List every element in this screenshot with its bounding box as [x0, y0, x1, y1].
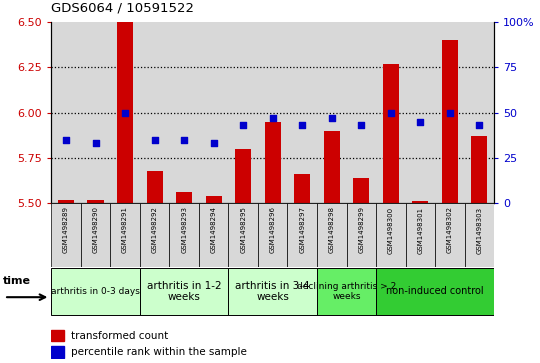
Bar [406, 203, 435, 267]
Bar [294, 174, 310, 203]
Bar [140, 203, 170, 267]
Text: time: time [3, 276, 31, 286]
Point [180, 137, 188, 143]
Bar [140, 268, 228, 315]
Text: GSM1498293: GSM1498293 [181, 207, 187, 253]
Bar [442, 40, 458, 203]
Bar [199, 22, 228, 203]
Point [121, 110, 130, 115]
Text: GSM1498299: GSM1498299 [358, 207, 365, 253]
Point [91, 140, 100, 146]
Point [298, 122, 307, 128]
Point [62, 137, 70, 143]
Bar [140, 22, 170, 203]
Text: GSM1498302: GSM1498302 [447, 207, 453, 253]
Point [446, 110, 454, 115]
Bar [81, 22, 110, 203]
Bar [376, 268, 494, 315]
Bar [110, 22, 140, 203]
Point [239, 122, 247, 128]
Text: GSM1498303: GSM1498303 [476, 207, 482, 254]
Text: GSM1498290: GSM1498290 [92, 207, 99, 253]
Text: GSM1498300: GSM1498300 [388, 207, 394, 254]
Bar [199, 203, 228, 267]
Bar [51, 22, 81, 203]
Bar [170, 22, 199, 203]
Text: GSM1498301: GSM1498301 [417, 207, 423, 254]
Bar [406, 22, 435, 203]
Text: GSM1498292: GSM1498292 [152, 207, 158, 253]
Point [268, 115, 277, 121]
Point [387, 110, 395, 115]
Bar [265, 122, 281, 203]
Bar [383, 64, 399, 203]
Bar [176, 192, 192, 203]
Bar [471, 136, 488, 203]
Bar [412, 201, 428, 203]
Bar [317, 203, 347, 267]
Bar [51, 330, 64, 341]
Bar [117, 0, 133, 203]
Bar [110, 203, 140, 267]
Bar [228, 268, 317, 315]
Bar [81, 203, 110, 267]
Bar [317, 22, 347, 203]
Bar [228, 22, 258, 203]
Bar [51, 346, 64, 358]
Point [327, 115, 336, 121]
Bar [87, 200, 104, 203]
Text: GDS6064 / 10591522: GDS6064 / 10591522 [51, 1, 194, 15]
Bar [317, 268, 376, 315]
Text: declining arthritis > 2
weeks: declining arthritis > 2 weeks [297, 282, 396, 301]
Bar [435, 203, 464, 267]
Bar [235, 149, 251, 203]
Bar [258, 22, 287, 203]
Bar [287, 203, 317, 267]
Bar [464, 22, 494, 203]
Bar [376, 22, 406, 203]
Bar [51, 268, 140, 315]
Point [150, 137, 159, 143]
Point [416, 119, 424, 125]
Text: non-induced control: non-induced control [386, 286, 484, 296]
Bar [206, 196, 222, 203]
Text: GSM1498296: GSM1498296 [269, 207, 276, 253]
Text: GSM1498294: GSM1498294 [211, 207, 217, 253]
Bar [347, 22, 376, 203]
Bar [435, 22, 464, 203]
Point [475, 122, 484, 128]
Text: arthritis in 0-3 days: arthritis in 0-3 days [51, 287, 140, 296]
Text: GSM1498297: GSM1498297 [299, 207, 305, 253]
Bar [464, 203, 494, 267]
Bar [347, 203, 376, 267]
Text: arthritis in 3-4
weeks: arthritis in 3-4 weeks [235, 281, 310, 302]
Bar [58, 200, 74, 203]
Text: GSM1498298: GSM1498298 [329, 207, 335, 253]
Bar [228, 203, 258, 267]
Bar [258, 203, 287, 267]
Text: arthritis in 1-2
weeks: arthritis in 1-2 weeks [147, 281, 221, 302]
Text: transformed count: transformed count [71, 331, 168, 340]
Text: GSM1498289: GSM1498289 [63, 207, 69, 253]
Bar [287, 22, 317, 203]
Bar [353, 178, 369, 203]
Point [357, 122, 366, 128]
Text: GSM1498295: GSM1498295 [240, 207, 246, 253]
Bar [323, 131, 340, 203]
Bar [170, 203, 199, 267]
Text: percentile rank within the sample: percentile rank within the sample [71, 347, 247, 357]
Bar [51, 203, 81, 267]
Bar [376, 203, 406, 267]
Bar [146, 171, 163, 203]
Point [210, 140, 218, 146]
Text: GSM1498291: GSM1498291 [122, 207, 128, 253]
